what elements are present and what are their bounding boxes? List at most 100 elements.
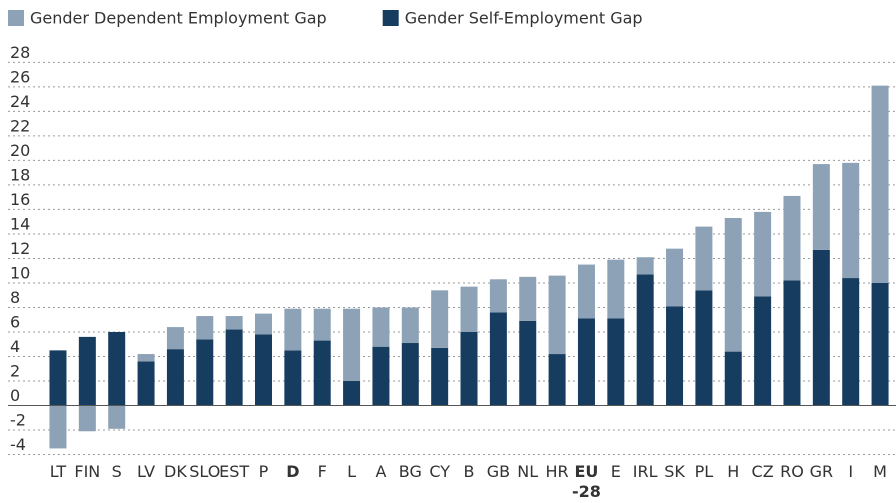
bar-segment bbox=[166, 327, 184, 350]
bar-segment bbox=[489, 312, 507, 406]
y-tick-label: 18 bbox=[10, 165, 30, 184]
bar-segment bbox=[343, 308, 361, 382]
x-tick-label: RO bbox=[780, 462, 804, 481]
bar-segment bbox=[636, 257, 654, 275]
bar-segment bbox=[695, 290, 713, 406]
bar-segment bbox=[196, 339, 214, 406]
bar-segment bbox=[607, 318, 625, 406]
bar-segment bbox=[343, 381, 361, 406]
legend-label: Gender Self-Employment Gap bbox=[405, 9, 643, 28]
bar-segment bbox=[754, 296, 772, 406]
bar-segment bbox=[78, 336, 96, 406]
y-tick-label: -2 bbox=[10, 411, 26, 430]
legend-swatch bbox=[382, 10, 399, 26]
x-tick-label: HR bbox=[545, 462, 569, 481]
x-tick-label: L bbox=[347, 462, 357, 481]
bar-segment bbox=[724, 218, 742, 352]
y-tick-label: 28 bbox=[10, 43, 30, 62]
bar-segment bbox=[284, 350, 302, 406]
y-tick-label: 14 bbox=[10, 214, 30, 233]
bar-segment bbox=[225, 316, 243, 330]
bar-segment bbox=[489, 279, 507, 313]
bar-segment bbox=[871, 282, 889, 406]
bar-segment bbox=[460, 331, 478, 406]
bar-segment bbox=[137, 361, 155, 406]
y-tick-label: 10 bbox=[10, 263, 30, 282]
bar-segment bbox=[812, 249, 830, 406]
y-tick-label: 16 bbox=[10, 190, 30, 209]
x-tick-label: EST bbox=[219, 462, 250, 481]
bar-segment bbox=[313, 340, 331, 406]
x-tick-label: NL bbox=[517, 462, 539, 481]
x-tick-label: SLO bbox=[189, 462, 221, 481]
y-tick-label: 8 bbox=[10, 288, 20, 307]
x-tick-label: BG bbox=[398, 462, 422, 481]
bar-segment bbox=[255, 313, 272, 335]
y-tick-label: 20 bbox=[10, 141, 30, 160]
x-tick-label: A bbox=[375, 462, 387, 481]
x-tick-label: SK bbox=[664, 462, 685, 481]
bar-segment bbox=[108, 331, 126, 406]
x-tick-label: M bbox=[873, 462, 887, 481]
bar-segment bbox=[666, 306, 684, 406]
bar-segment bbox=[137, 354, 155, 362]
bar-segment bbox=[49, 405, 67, 449]
bar-segment bbox=[49, 350, 67, 406]
x-tick-label: EU -28 bbox=[572, 462, 601, 501]
y-tick-label: 12 bbox=[10, 239, 30, 258]
bar-segment bbox=[196, 316, 214, 340]
bar-segment bbox=[401, 307, 419, 344]
x-tick-label: CZ bbox=[751, 462, 774, 481]
bar-segment bbox=[695, 226, 713, 291]
bar-segment bbox=[401, 343, 419, 406]
bar-segment bbox=[166, 349, 184, 406]
y-tick-label: 22 bbox=[10, 116, 30, 135]
x-tick-label: PL bbox=[694, 462, 714, 481]
y-tick-label: 6 bbox=[10, 312, 20, 331]
bar-segment bbox=[754, 211, 772, 297]
x-tick-label: P bbox=[258, 462, 269, 481]
y-tick-label: -4 bbox=[10, 435, 26, 454]
bar-segment bbox=[519, 276, 537, 321]
x-tick-label: B bbox=[463, 462, 475, 481]
bar-segment bbox=[577, 318, 595, 406]
bar-segment bbox=[313, 308, 331, 341]
x-tick-label: E bbox=[610, 462, 621, 481]
x-tick-label: I bbox=[848, 462, 854, 481]
x-tick-label: GR bbox=[809, 462, 834, 481]
x-tick-label: F bbox=[317, 462, 327, 481]
bar-segment bbox=[78, 405, 96, 432]
bar-segment bbox=[548, 275, 566, 355]
bar-segment bbox=[577, 264, 595, 319]
bar-segment bbox=[607, 259, 625, 319]
bar-segment bbox=[108, 405, 126, 429]
legend-swatch bbox=[8, 10, 24, 26]
x-tick-label: CY bbox=[429, 462, 450, 481]
x-tick-label: D bbox=[286, 462, 300, 481]
y-tick-label: 4 bbox=[10, 337, 20, 356]
y-tick-label: 24 bbox=[10, 92, 30, 111]
bar-segment bbox=[519, 320, 537, 406]
bar-segment bbox=[783, 280, 801, 406]
bar-segment bbox=[431, 347, 449, 406]
x-tick-label: FIN bbox=[74, 462, 101, 481]
bar-segment bbox=[842, 278, 860, 406]
bar-segment bbox=[548, 354, 566, 406]
x-tick-label: LV bbox=[136, 462, 156, 481]
bar-segment bbox=[460, 286, 478, 332]
y-tick-label: 26 bbox=[10, 67, 30, 86]
bar-segment bbox=[636, 274, 654, 406]
y-tick-label: 0 bbox=[10, 386, 20, 405]
x-tick-label: H bbox=[727, 462, 740, 481]
bar-segment bbox=[284, 308, 302, 351]
bar-segment bbox=[372, 346, 390, 406]
bar-segment bbox=[372, 307, 390, 347]
bar-segment bbox=[871, 85, 889, 283]
bar-segment bbox=[724, 351, 742, 406]
x-tick-label: IRL bbox=[632, 462, 658, 481]
bar-segment bbox=[666, 248, 684, 307]
legend-label: Gender Dependent Employment Gap bbox=[30, 9, 327, 28]
x-tick-label: LT bbox=[49, 462, 67, 481]
